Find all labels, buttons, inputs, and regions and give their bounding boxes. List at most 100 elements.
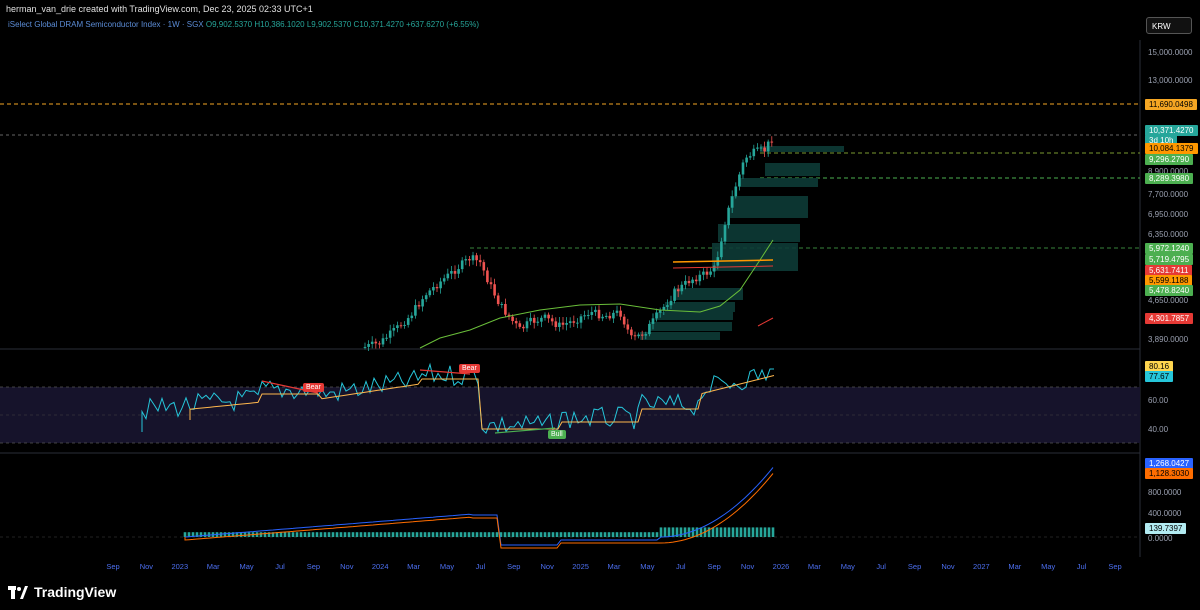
symbol-name[interactable]: iSelect Global DRAM Semiconductor Index … [8, 20, 204, 29]
candle [464, 259, 468, 261]
macd-bar [287, 532, 291, 537]
macd-bar [343, 532, 347, 537]
price-axis-label: 6,350.0000 [1148, 230, 1189, 239]
macd-bar [739, 527, 743, 537]
macd-bar [415, 532, 419, 537]
macd-bar [235, 532, 239, 537]
candle [640, 334, 644, 336]
time-axis-label: 2024 [371, 562, 389, 571]
macd-bar [231, 532, 235, 537]
candle [457, 269, 460, 274]
macd-bar [399, 532, 403, 537]
bull-divergence-line [494, 427, 556, 434]
time-axis-label: Nov [740, 562, 755, 571]
macd-bar [591, 532, 595, 537]
bull-signal-badge: Bull [548, 430, 566, 439]
candle [532, 317, 536, 323]
symbol-legend[interactable]: iSelect Global DRAM Semiconductor Index … [8, 20, 479, 29]
candle [770, 141, 774, 143]
price-axis-label: 8,900.0000 [1148, 167, 1189, 176]
candle [507, 314, 511, 317]
rsi-axis-label: 60.00 [1148, 396, 1169, 405]
time-axis-label: Jul [275, 562, 285, 571]
time-axis-label: Mar [407, 562, 421, 571]
macd-bar [743, 527, 747, 537]
macd-bar [643, 532, 647, 537]
candle [504, 303, 507, 315]
macd-bar [615, 532, 619, 537]
macd-bar [579, 532, 583, 537]
macd-bar [271, 532, 275, 537]
candle [687, 280, 691, 284]
macd-bar [503, 532, 507, 537]
tradingview-wordmark: TradingView [34, 584, 117, 600]
macd-bar [559, 532, 563, 537]
zone-box [760, 146, 844, 152]
candle [597, 309, 601, 319]
time-axis-label: Jul [676, 562, 686, 571]
macd-bar [715, 527, 719, 537]
macd-bar [243, 532, 247, 537]
candle [486, 270, 489, 283]
macd-bar [367, 532, 371, 537]
candle [615, 310, 619, 313]
macd-bar [223, 532, 227, 537]
time-axis-label: May [840, 562, 855, 571]
price-axis-label: 3,890.0000 [1148, 335, 1189, 344]
tradingview-logo[interactable]: TradingView [8, 584, 116, 600]
candle [378, 343, 381, 345]
time-axis-label: 2025 [572, 562, 589, 571]
candle [568, 321, 572, 324]
price-label-5599: 5,599.1188 [1145, 275, 1193, 286]
macd-bar [627, 532, 631, 537]
candle [385, 337, 388, 339]
time-axis-label: 2027 [973, 562, 990, 571]
chart-canvas[interactable] [0, 0, 1200, 577]
candle [550, 318, 554, 322]
price-candles [363, 136, 774, 351]
candle [738, 174, 741, 187]
zone-box [740, 178, 818, 187]
candle [604, 315, 608, 317]
macd-bar [195, 532, 199, 537]
macd-bar [451, 532, 455, 537]
macd-bar [683, 527, 687, 537]
macd-bar [183, 532, 187, 537]
time-axis-label: May [239, 562, 254, 571]
bear-divergence-line-2 [419, 369, 471, 375]
candle [367, 343, 370, 347]
rsi-ma-line [189, 375, 775, 430]
candle [702, 271, 705, 275]
macd-bar [699, 527, 703, 537]
candle [705, 271, 709, 275]
candle [547, 314, 550, 319]
macd-signal-value: 1,128.3030 [1145, 468, 1194, 479]
candle [745, 157, 748, 163]
candle [558, 322, 561, 328]
price-axis-label: 13,000.0000 [1148, 76, 1193, 85]
macd-bar [431, 532, 435, 537]
macd-bar [459, 532, 463, 537]
candle [414, 305, 417, 316]
macd-bar [371, 532, 375, 537]
time-axis-label: May [640, 562, 655, 571]
zone-box [665, 302, 735, 312]
zone-box [655, 312, 733, 320]
price-label-5631: 5,631.7411 [1145, 265, 1193, 276]
macd-bar [347, 532, 351, 537]
zone-box [640, 332, 720, 340]
macd-bar [587, 532, 591, 537]
macd-bar [583, 532, 587, 537]
macd-bar [279, 532, 283, 537]
macd-bar [411, 532, 415, 537]
macd-bar [403, 532, 407, 537]
macd-bar [659, 527, 663, 537]
macd-bar [751, 527, 755, 537]
time-axis-label: Mar [607, 562, 621, 571]
macd-bar [655, 532, 659, 537]
candle [594, 309, 597, 313]
currency-button[interactable]: KRW [1146, 17, 1192, 34]
candle [684, 280, 687, 285]
macd-bar [379, 532, 383, 537]
candle [482, 262, 486, 271]
